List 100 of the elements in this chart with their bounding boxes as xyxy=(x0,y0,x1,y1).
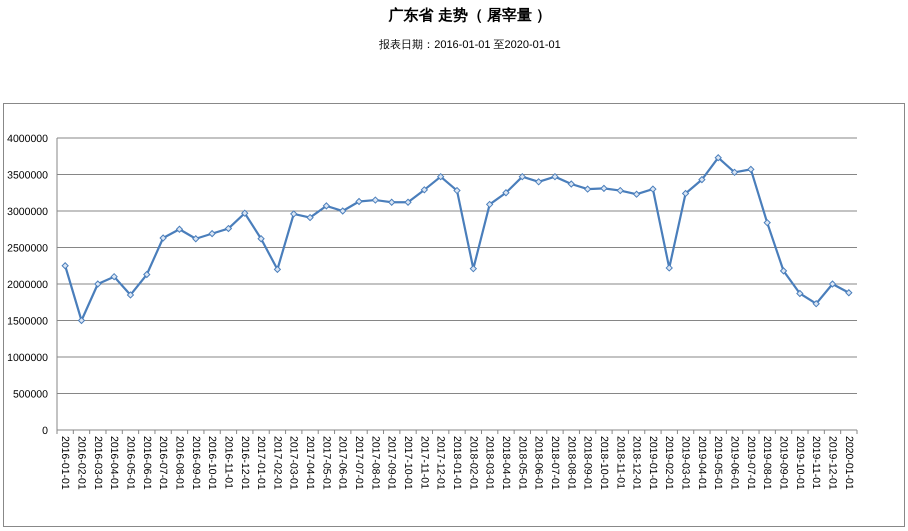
x-tick-label: 2019-12-01 xyxy=(826,436,839,490)
x-tick-label: 2019-08-01 xyxy=(761,436,774,490)
x-tick-label: 2020-01-01 xyxy=(842,436,855,490)
point xyxy=(454,187,460,194)
x-tick-label: 2017-01-01 xyxy=(255,436,268,490)
point xyxy=(616,187,624,194)
point xyxy=(682,190,690,197)
x-tick-label: 2016-06-01 xyxy=(140,436,153,490)
x-tick-label: 2016-01-01 xyxy=(59,436,72,490)
point xyxy=(470,265,477,272)
x-tick-label: 2018-09-01 xyxy=(582,436,594,490)
x-tick-label: 2016-12-01 xyxy=(238,436,251,490)
point xyxy=(731,168,738,176)
y-tick-label: 1000000 xyxy=(7,352,48,364)
point xyxy=(290,210,298,218)
x-tick-label: 2017-08-01 xyxy=(369,436,382,490)
x-tick-label: 2019-09-01 xyxy=(778,436,790,490)
point xyxy=(306,214,314,222)
point xyxy=(78,317,85,324)
point xyxy=(208,230,216,238)
x-tick-label: 2018-11-01 xyxy=(614,436,626,490)
x-tick-label: 2016-07-01 xyxy=(157,436,170,490)
point xyxy=(241,210,248,217)
x-tick-label: 2018-05-01 xyxy=(516,436,528,490)
point xyxy=(339,208,346,214)
x-tick-label: 2019-04-01 xyxy=(696,436,708,490)
point xyxy=(388,198,396,206)
y-tick-label: 3500000 xyxy=(7,170,48,182)
x-tick-label: 2017-02-01 xyxy=(271,436,284,490)
point xyxy=(62,262,69,270)
x-tick-label: 2018-02-01 xyxy=(467,436,480,490)
x-tick-label: 2017-12-01 xyxy=(434,436,447,490)
x-tick-label: 2019-10-01 xyxy=(794,436,806,490)
x-tick-label: 2017-11-01 xyxy=(418,436,430,490)
x-tick-label: 2018-07-01 xyxy=(548,436,561,490)
y-tick-label: 2500000 xyxy=(7,242,48,254)
x-tick-label: 2017-03-01 xyxy=(288,436,300,490)
x-tick-label: 2019-05-01 xyxy=(712,436,724,490)
point xyxy=(94,280,102,288)
x-tick-label: 2018-03-01 xyxy=(484,436,496,490)
point xyxy=(437,173,444,180)
point xyxy=(143,271,150,278)
chart-title: 广东省 走势（ 屠宰量 ） xyxy=(388,6,552,24)
x-tick-label: 2019-03-01 xyxy=(680,436,692,490)
x-tick-label: 2017-10-01 xyxy=(402,436,414,490)
point xyxy=(535,178,542,186)
point xyxy=(420,186,428,194)
x-tick-label: 2018-10-01 xyxy=(598,436,610,490)
x-tick-label: 2019-06-01 xyxy=(728,436,741,490)
x-tick-label: 2018-06-01 xyxy=(532,436,545,490)
point xyxy=(372,196,379,204)
point xyxy=(224,225,232,232)
y-tick-label: 4000000 xyxy=(7,133,48,145)
point xyxy=(780,267,788,274)
x-tick-label: 2018-12-01 xyxy=(630,436,643,490)
point xyxy=(258,235,265,242)
point xyxy=(829,280,836,288)
y-tick-label: 1500000 xyxy=(7,316,48,328)
point xyxy=(176,226,183,233)
x-tick-label: 2017-04-01 xyxy=(304,436,316,490)
point xyxy=(714,154,722,162)
point xyxy=(551,173,558,180)
point xyxy=(568,180,575,188)
x-tick-label: 2016-09-01 xyxy=(190,436,202,490)
y-tick-label: 2000000 xyxy=(7,279,48,291)
x-tick-label: 2017-09-01 xyxy=(386,436,398,490)
point xyxy=(649,186,656,193)
point xyxy=(192,235,200,242)
point xyxy=(698,176,706,184)
x-tick-label: 2018-08-01 xyxy=(565,436,578,490)
chart-subtitle: 报表日期：2016-01-01 至2020-01-01 xyxy=(378,38,561,51)
point xyxy=(600,184,608,192)
point xyxy=(845,289,852,296)
y-tick-label: 3000000 xyxy=(7,206,48,218)
x-tick-label: 2016-04-01 xyxy=(108,436,120,490)
x-tick-label: 2018-04-01 xyxy=(500,436,512,490)
y-tick-label: 500000 xyxy=(12,388,48,400)
y-tick-label: 0 xyxy=(42,425,48,437)
x-tick-label: 2017-07-01 xyxy=(353,436,366,490)
point xyxy=(404,198,412,206)
point xyxy=(356,198,363,206)
x-tick-label: 2016-11-01 xyxy=(222,436,234,490)
x-tick-label: 2018-01-01 xyxy=(451,436,463,490)
point xyxy=(322,202,330,210)
x-tick-label: 2016-02-01 xyxy=(75,436,88,490)
point xyxy=(110,273,118,280)
x-tick-label: 2019-01-01 xyxy=(646,436,659,490)
point xyxy=(160,234,167,242)
x-tick-label: 2019-07-01 xyxy=(744,436,757,490)
point xyxy=(502,189,510,196)
point xyxy=(812,300,820,308)
x-tick-label: 2019-11-01 xyxy=(810,436,822,490)
point xyxy=(486,200,494,208)
point xyxy=(764,219,771,226)
point xyxy=(747,166,754,173)
x-tick-label: 2016-10-01 xyxy=(206,436,218,490)
x-tick-label: 2016-08-01 xyxy=(173,436,186,490)
point xyxy=(518,173,526,180)
point xyxy=(584,186,592,193)
x-tick-label: 2016-05-01 xyxy=(124,436,136,490)
